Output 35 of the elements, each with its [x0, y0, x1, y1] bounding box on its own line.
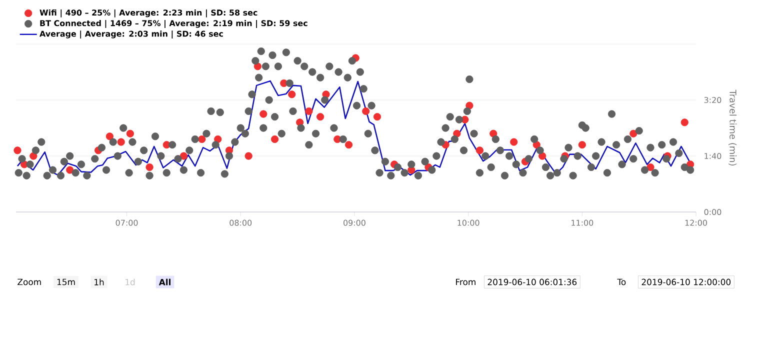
point [244, 152, 252, 160]
point [14, 146, 22, 154]
text: 2019-06-10 06:01:36 [488, 278, 577, 286]
point [373, 113, 382, 121]
point [198, 135, 206, 143]
point [305, 107, 313, 115]
point [646, 163, 654, 171]
point [270, 135, 279, 143]
point [362, 107, 370, 115]
point [117, 138, 125, 146]
point [538, 152, 546, 160]
point [344, 141, 353, 149]
point [146, 163, 154, 171]
text: 1d [126, 278, 135, 286]
text: 15m [57, 278, 75, 286]
point [260, 110, 268, 118]
y-axis-title: Travel time (min) [728, 90, 737, 166]
point [316, 113, 324, 121]
point [106, 132, 114, 140]
text: Zoom [18, 278, 41, 286]
text: All [158, 278, 170, 286]
point [578, 141, 586, 149]
point [476, 146, 484, 154]
point [180, 152, 188, 160]
point [288, 90, 296, 98]
point [126, 130, 134, 138]
text: 2019-06-10 12:00:00 [642, 278, 731, 286]
point [510, 138, 518, 146]
text: 1h [94, 278, 104, 286]
point [30, 152, 38, 160]
point [680, 118, 688, 126]
text: From [456, 278, 476, 286]
text: To [617, 278, 626, 286]
point [630, 130, 638, 138]
point [66, 166, 74, 174]
